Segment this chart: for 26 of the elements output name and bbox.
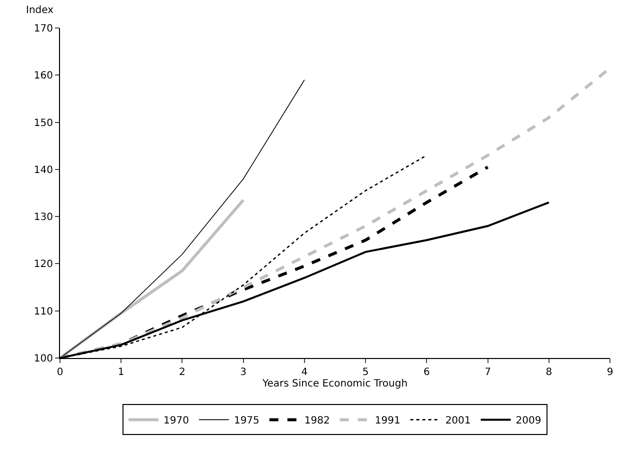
y-axis-title: Index <box>26 5 54 16</box>
legend-label: 2009 <box>516 416 542 427</box>
x-tick-label: 7 <box>484 367 491 378</box>
y-tick-label: 170 <box>34 24 53 34</box>
x-tick-label: 8 <box>546 367 552 378</box>
y-tick-label: 120 <box>34 259 53 270</box>
legend-label: 1970 <box>164 416 189 427</box>
x-tick-label: 1 <box>118 367 124 378</box>
y-tick-label: 110 <box>34 306 53 318</box>
y-tick-label: 160 <box>34 70 53 82</box>
y-tick-label: 150 <box>34 118 53 129</box>
legend-label: 2001 <box>445 416 471 427</box>
x-tick-label: 6 <box>423 367 430 378</box>
x-tick-label: 0 <box>56 367 64 378</box>
x-tick-label: 2 <box>179 367 186 378</box>
y-tick-label: 140 <box>34 164 53 176</box>
x-tick-label: 9 <box>606 367 614 378</box>
legend-label: 1991 <box>374 416 400 427</box>
x-axis-title: Years Since Economic Trough <box>261 378 408 390</box>
y-tick-label: 130 <box>34 212 53 224</box>
x-tick-label: 5 <box>362 367 369 378</box>
legend-label: 1975 <box>234 416 260 427</box>
x-tick-label: 3 <box>240 367 247 378</box>
y-tick-label: 100 <box>34 354 53 364</box>
x-tick-label: 4 <box>301 367 308 378</box>
legend-label: 1982 <box>304 416 330 427</box>
